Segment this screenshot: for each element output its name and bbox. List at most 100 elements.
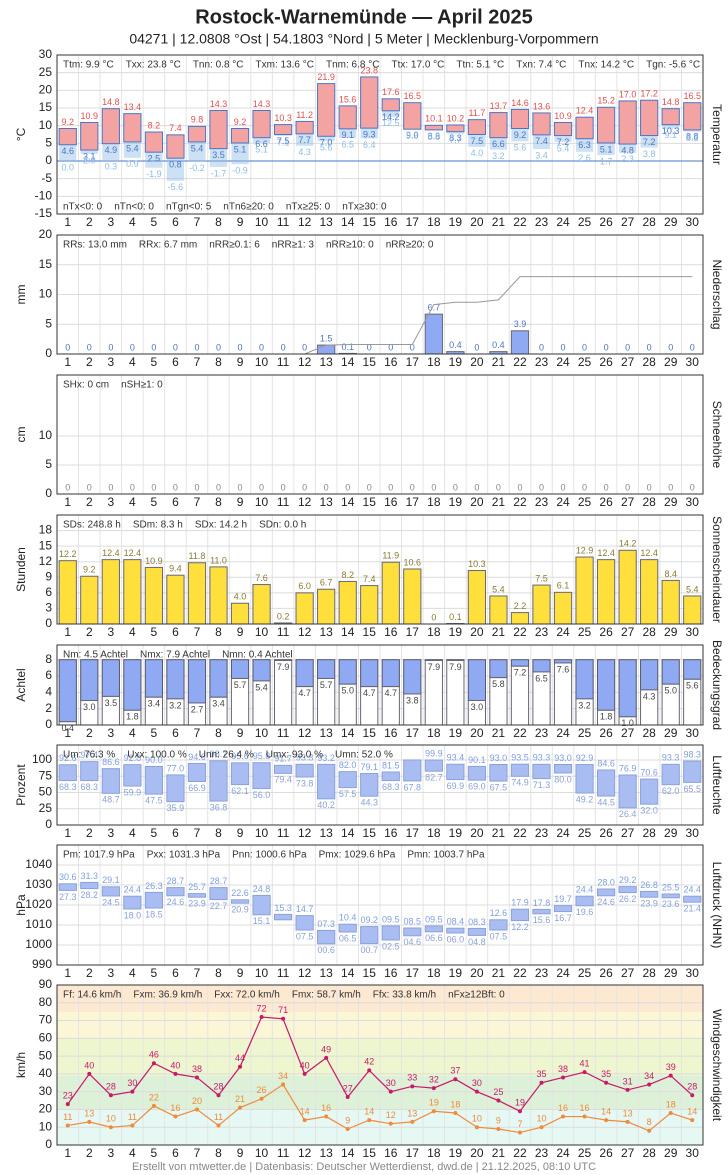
value-label: 0: [367, 342, 372, 352]
annotation: nTgn<0: 5: [166, 202, 212, 213]
y-tick-label: 1020: [25, 897, 52, 911]
x-tick-label: 10: [255, 355, 269, 369]
x-tick-label: 11: [277, 355, 290, 369]
value-label: 90.1: [468, 755, 486, 765]
value-label: 00.7: [360, 945, 378, 955]
bar: [532, 584, 551, 625]
value-label: 20.9: [231, 905, 249, 915]
bar: [166, 574, 185, 625]
annotation: nTx<0: 0: [63, 202, 103, 213]
x-tick-label: 6: [172, 726, 179, 740]
value-label: 0.3: [105, 161, 118, 171]
y-tick-label: 0: [45, 717, 52, 731]
ground-min-bar: [274, 134, 292, 136]
x-tick-label: 11: [277, 625, 290, 639]
ground-min-bar: [554, 135, 572, 142]
value-label: 10.1: [425, 114, 443, 124]
value-label: 0.2: [277, 611, 290, 621]
value-label: 0: [324, 482, 329, 492]
x-tick-label: 26: [599, 495, 613, 509]
value-label: 17.8: [533, 898, 551, 908]
value-label: 12.9: [576, 545, 594, 555]
value-label: 93.5: [511, 753, 529, 763]
x-tick-label: 26: [599, 215, 613, 229]
value-label: 12: [386, 1110, 396, 1120]
bar: [317, 588, 336, 625]
x-tick-label: 28: [642, 625, 656, 639]
x-tick-label: 14: [341, 215, 355, 229]
range-bar: [360, 773, 379, 797]
value-label: 2.7: [191, 704, 204, 714]
value-label: 7.2: [514, 668, 527, 678]
value-label: 0: [647, 342, 652, 352]
value-label: 0.4: [62, 723, 75, 733]
x-tick-label: 30: [686, 966, 700, 980]
value-label: 28.0: [597, 877, 615, 887]
annotation: RRs: 13.0 mm: [63, 240, 127, 251]
value-label: 16: [321, 1103, 331, 1113]
x-tick-label: 8: [215, 355, 222, 369]
value-label: 30: [472, 1078, 482, 1088]
value-label: 0: [173, 482, 178, 492]
value-label: 20: [192, 1096, 202, 1106]
value-label: 0.1: [449, 612, 462, 622]
range-bar: [683, 895, 702, 903]
value-label: 1.8: [126, 712, 139, 722]
y-tick-label: 25: [39, 801, 53, 815]
value-label: 97.4: [81, 750, 99, 760]
value-label: 0: [604, 342, 609, 352]
range-bar: [144, 131, 164, 153]
x-tick-label: 17: [406, 625, 420, 639]
value-label: 30: [127, 1078, 137, 1088]
value-label: 28.7: [167, 876, 185, 886]
x-tick-label: 25: [578, 625, 592, 639]
value-label: -1.7: [211, 168, 227, 178]
y-tick-label: 12: [39, 554, 53, 568]
value-label: 6.0: [298, 581, 311, 591]
range-bar: [532, 908, 551, 915]
annotation: SDs: 248.8 h: [63, 520, 121, 531]
x-tick-label: 3: [107, 1146, 114, 1160]
value-label: 11: [128, 1112, 137, 1122]
value-label: 14.7: [296, 904, 314, 914]
x-tick-label: 30: [686, 726, 700, 740]
value-label: 13: [84, 1108, 94, 1118]
range-bar: [467, 927, 487, 936]
value-label: 0: [259, 482, 264, 492]
value-label: 79.4: [274, 775, 292, 785]
range-bar: [510, 908, 530, 922]
y-tick-label: 20: [39, 227, 53, 241]
value-label: 80.0: [554, 774, 572, 784]
bar: [123, 559, 142, 625]
range-bar: [661, 108, 680, 126]
x-tick-label: 6: [172, 355, 179, 369]
value-label: 12.4: [576, 106, 594, 116]
x-tick-label: 10: [255, 1146, 269, 1160]
x-tick-label: 2: [86, 826, 93, 840]
point: [496, 1127, 501, 1131]
value-label: 7.2: [643, 137, 656, 147]
value-label: 0: [474, 342, 479, 352]
x-tick-label: 1: [64, 495, 71, 509]
range-bar: [58, 764, 77, 782]
value-label: 8: [647, 1117, 652, 1127]
value-label: 0: [561, 342, 566, 352]
x-tick-label: 11: [277, 826, 290, 840]
x-tick-label: 1: [64, 215, 71, 229]
range-bar: [209, 760, 228, 802]
value-label: 0: [151, 482, 156, 492]
value-label: 99.9: [425, 748, 443, 758]
point: [453, 1077, 458, 1082]
x-tick-label: 26: [599, 826, 613, 840]
y-tick-label: 50: [39, 785, 53, 799]
range-bar: [381, 925, 400, 941]
value-label: 7.5: [471, 136, 484, 146]
value-label: 3.4: [212, 699, 225, 709]
x-tick-label: 25: [578, 495, 592, 509]
ground-min-bar: [317, 136, 335, 142]
x-tick-label: 29: [664, 726, 678, 740]
range-bar: [295, 763, 314, 778]
y-tick-label: 0: [45, 616, 52, 630]
value-label: 0: [625, 482, 630, 492]
x-tick-label: 14: [341, 726, 355, 740]
